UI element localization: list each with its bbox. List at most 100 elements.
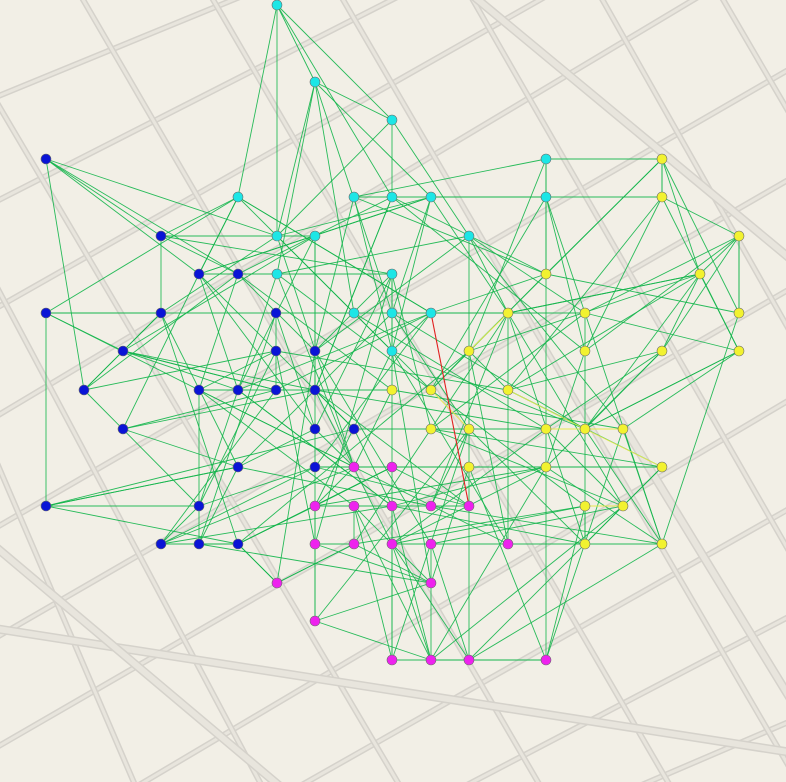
node-blue[interactable] [155,307,167,319]
network-edge [584,196,663,352]
node-yellow[interactable] [540,461,552,473]
node-blue[interactable] [40,307,52,319]
node-yellow[interactable] [463,423,475,435]
node-yellow[interactable] [579,423,591,435]
network-edge [468,312,509,352]
node-cyan[interactable] [425,307,437,319]
node-magenta[interactable] [309,615,321,627]
node-magenta[interactable] [386,500,398,512]
node-blue[interactable] [40,153,52,165]
node-cyan[interactable] [309,76,321,88]
node-magenta[interactable] [425,500,437,512]
node-yellow[interactable] [617,500,629,512]
node-magenta[interactable] [348,461,360,473]
node-cyan[interactable] [271,230,283,242]
node-yellow[interactable] [502,307,514,319]
node-yellow[interactable] [656,538,668,550]
node-cyan[interactable] [540,191,552,203]
node-magenta[interactable] [425,538,437,550]
node-yellow[interactable] [733,230,745,242]
node-cyan[interactable] [271,268,283,280]
node-cyan[interactable] [463,230,475,242]
node-blue[interactable] [155,538,167,550]
network-edge [584,235,740,352]
node-blue[interactable] [309,384,321,396]
node-magenta[interactable] [463,654,475,666]
network-edge [160,466,355,545]
node-magenta[interactable] [348,538,360,550]
node-yellow[interactable] [617,423,629,435]
node-magenta[interactable] [309,500,321,512]
node-cyan[interactable] [386,191,398,203]
node-yellow[interactable] [579,345,591,357]
node-blue[interactable] [40,500,52,512]
node-blue[interactable] [232,384,244,396]
node-blue[interactable] [117,345,129,357]
node-magenta[interactable] [386,461,398,473]
node-yellow[interactable] [425,423,437,435]
node-blue[interactable] [309,423,321,435]
node-cyan[interactable] [386,307,398,319]
node-magenta[interactable] [348,500,360,512]
node-yellow[interactable] [694,268,706,280]
network-edge [353,505,393,661]
node-yellow[interactable] [733,345,745,357]
node-magenta[interactable] [271,577,283,589]
node-yellow[interactable] [579,500,591,512]
node-yellow[interactable] [656,345,668,357]
node-magenta[interactable] [386,538,398,550]
node-blue[interactable] [232,538,244,550]
node-yellow[interactable] [656,191,668,203]
node-cyan[interactable] [271,0,283,11]
node-cyan[interactable] [540,153,552,165]
node-cyan[interactable] [386,268,398,280]
node-blue[interactable] [193,538,205,550]
network-edge [45,158,239,275]
network-edge [391,312,470,430]
node-blue[interactable] [117,423,129,435]
node-yellow[interactable] [579,538,591,550]
node-yellow[interactable] [463,345,475,357]
node-blue[interactable] [270,384,282,396]
node-yellow[interactable] [579,307,591,319]
node-cyan[interactable] [348,307,360,319]
node-magenta[interactable] [463,500,475,512]
node-magenta[interactable] [425,654,437,666]
node-blue[interactable] [309,461,321,473]
node-blue[interactable] [270,307,282,319]
node-cyan[interactable] [348,191,360,203]
network-edge [430,428,470,507]
node-magenta[interactable] [425,577,437,589]
node-yellow[interactable] [502,384,514,396]
node-blue[interactable] [78,384,90,396]
node-magenta[interactable] [540,654,552,666]
node-cyan[interactable] [309,230,321,242]
node-yellow[interactable] [463,461,475,473]
node-magenta[interactable] [502,538,514,550]
node-yellow[interactable] [656,153,668,165]
node-blue[interactable] [348,423,360,435]
node-blue[interactable] [193,268,205,280]
node-blue[interactable] [155,230,167,242]
node-magenta[interactable] [386,654,398,666]
node-yellow[interactable] [386,384,398,396]
network-edge [314,389,470,507]
node-cyan[interactable] [386,114,398,126]
node-blue[interactable] [232,461,244,473]
node-yellow[interactable] [425,384,437,396]
node-blue[interactable] [309,345,321,357]
network-edge [198,350,277,507]
node-blue[interactable] [193,500,205,512]
node-cyan[interactable] [232,191,244,203]
node-blue[interactable] [232,268,244,280]
node-cyan[interactable] [425,191,437,203]
node-yellow[interactable] [733,307,745,319]
node-yellow[interactable] [540,423,552,435]
network-edge [122,389,277,430]
node-blue[interactable] [193,384,205,396]
node-cyan[interactable] [386,345,398,357]
node-yellow[interactable] [540,268,552,280]
node-blue[interactable] [270,345,282,357]
node-yellow[interactable] [656,461,668,473]
node-magenta[interactable] [309,538,321,550]
